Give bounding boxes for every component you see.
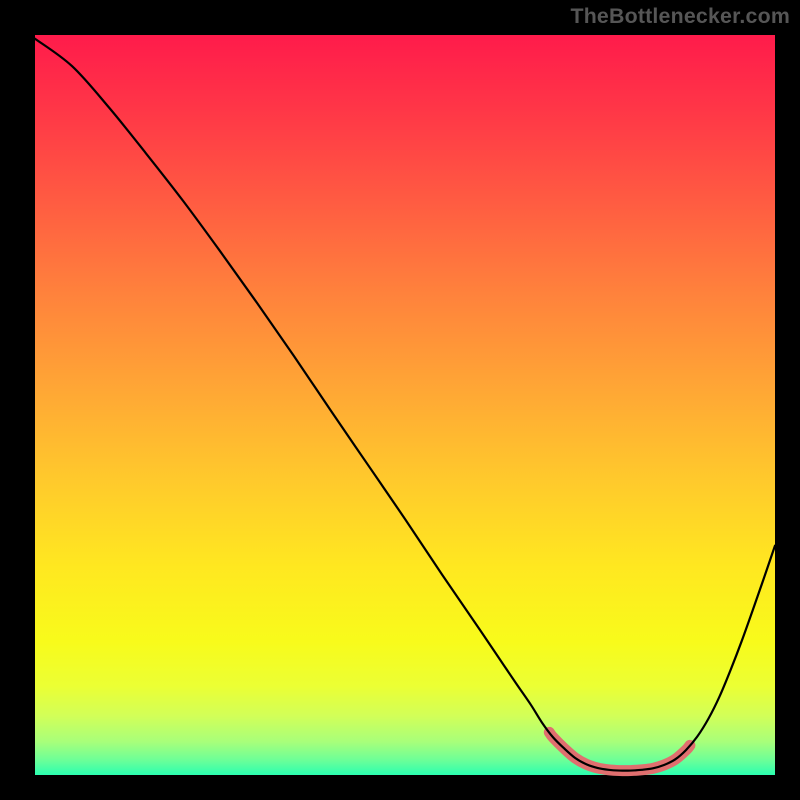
- chart-gradient-background: [35, 35, 775, 775]
- chart-stage: TheBottlenecker.com: [0, 0, 800, 800]
- chart-svg: [0, 0, 800, 800]
- watermark-label: TheBottlenecker.com: [570, 4, 790, 29]
